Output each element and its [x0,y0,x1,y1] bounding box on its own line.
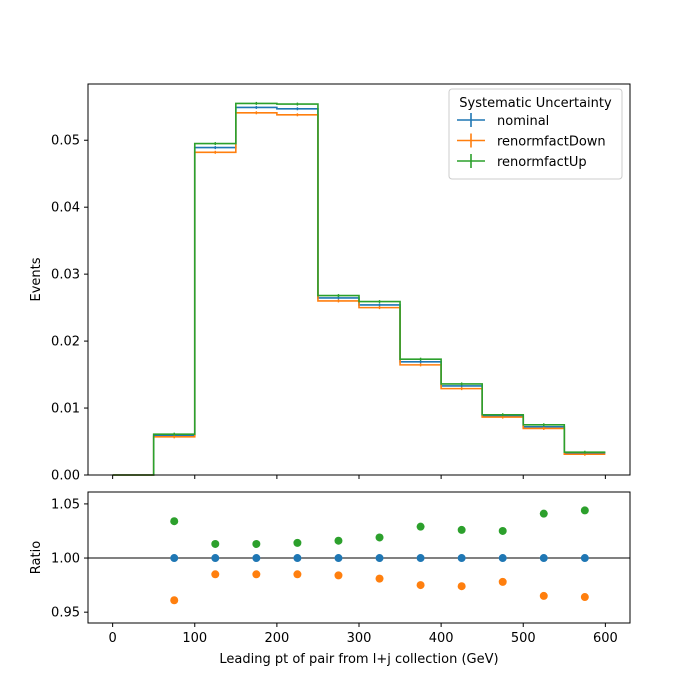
x-tick-label: 100 [182,631,207,646]
y-tick-label: 0.05 [51,134,80,149]
ratio-point-renormfactDown [498,577,507,586]
x-tick-label: 500 [511,631,536,646]
legend-box [448,88,623,180]
legend-title: Systematic Uncertainty [459,96,612,111]
ratio-point-renormfactUp [252,539,261,548]
legend-entry-renormfactDown: renormfactDown [457,133,606,150]
y-tick-label: 1.05 [51,497,80,512]
ratio-point-renormfactDown [416,581,425,590]
ratio-point-nominal [457,554,466,563]
ratio-point-nominal [375,554,384,563]
main-x-ticks [112,475,606,479]
ratio-point-renormfactUp [334,536,343,545]
y-tick-label: 0.04 [51,201,80,216]
y-tick-label: 1.00 [51,552,80,567]
ratio-point-nominal [498,554,507,563]
y-tick-label: 0.02 [51,335,80,350]
x-tick-label: 600 [593,631,618,646]
ratio-point-nominal [416,554,425,563]
ratio-point-renormfactDown [252,570,261,579]
x-axis-label: Leading pt of pair from l+j collection (… [219,652,498,667]
main-panel: 0.00 0.01 0.02 0.03 0.04 0.05 Events Systemat… [29,83,631,484]
ratio-points [170,506,589,605]
main-y-axis-label: Events [29,257,44,301]
ratio-panel: 0.95 1.00 1.05 0 100 200 300 400 500 600 Ratio L… [29,491,631,667]
ratio-point-renormfactDown [334,571,343,580]
ratio-point-renormfactUp [170,517,179,526]
main-histograms [112,101,606,476]
x-tick-label: 400 [429,631,454,646]
y-tick-label: 0.00 [51,469,80,484]
y-tick-label: 0.01 [51,402,80,417]
ratio-point-nominal [293,554,302,563]
ratio-point-renormfactDown [375,574,384,583]
ratio-point-renormfactDown [580,593,589,602]
ratio-y-axis-label: Ratio [29,541,44,574]
ratio-point-renormfactDown [293,570,302,579]
ratio-point-renormfactDown [170,596,179,605]
ratio-point-nominal [252,554,261,563]
ratio-point-nominal [170,554,179,563]
ratio-point-renormfactUp [580,506,589,515]
ratio-point-renormfactDown [457,582,466,591]
x-tick-label: 0 [108,631,116,646]
legend-entries: nominal renormfactDown renormfactUp [457,113,606,170]
legend-entry-renormfactUp: renormfactUp [457,154,587,170]
ratio-point-renormfactUp [375,533,384,542]
y-tick-label: 0.95 [51,606,80,621]
ratio-x-ticks: 0 100 200 300 400 500 600 [108,623,618,646]
legend: Systematic Uncertainty nominal renormfact… [448,88,623,180]
legend-label: renormfactDown [497,135,606,150]
ratio-point-renormfactDown [211,570,220,579]
ratio-point-nominal [580,554,589,563]
ratio-point-renormfactUp [498,526,507,535]
ratio-point-nominal [539,554,548,563]
ratio-point-nominal [334,554,343,563]
ratio-point-renormfactUp [293,538,302,547]
ratio-point-renormfactUp [211,539,220,548]
y-tick-label: 0.03 [51,268,80,283]
x-tick-label: 200 [264,631,289,646]
legend-label: nominal [497,114,549,129]
ratio-point-renormfactUp [416,522,425,531]
histogram-renormfactUp [112,102,606,476]
ratio-point-renormfactUp [457,525,466,534]
main-y-ticks: 0.00 0.01 0.02 0.03 0.04 0.05 [51,134,88,484]
x-tick-label: 300 [347,631,372,646]
ratio-y-ticks: 0.95 1.00 1.05 [51,497,88,621]
ratio-point-renormfactUp [539,509,548,518]
ratio-point-renormfactDown [539,591,548,600]
legend-label: renormfactUp [497,155,587,170]
ratio-point-nominal [211,554,220,563]
legend-entry-nominal: nominal [457,113,549,129]
